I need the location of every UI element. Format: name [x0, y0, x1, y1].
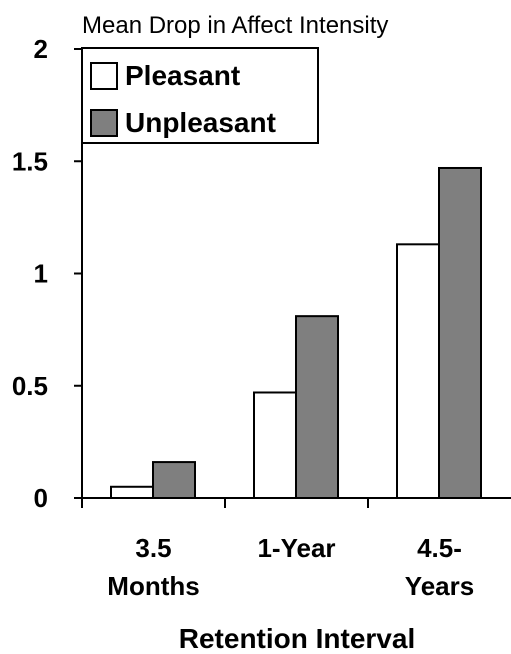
legend-label-unpleasant: Unpleasant: [125, 107, 276, 138]
y-tick-label: 1: [34, 259, 48, 289]
y-tick-label: 0.5: [12, 371, 48, 401]
legend-swatch-unpleasant: [91, 110, 117, 136]
bar-unpleasant-3: [439, 168, 481, 498]
y-tick-label: 2: [34, 34, 48, 64]
y-axis-ticks: 0 0.5 1 1.5 2: [12, 34, 48, 513]
bar-pleasant-3: [397, 244, 439, 498]
legend: Pleasant Unpleasant: [82, 48, 318, 143]
legend-swatch-pleasant: [91, 63, 117, 89]
x-tick-label: 3.5: [135, 533, 171, 563]
chart-title: Mean Drop in Affect Intensity: [82, 12, 388, 39]
y-tick-label: 0: [34, 483, 48, 513]
x-tick-label: Years: [405, 571, 474, 601]
bar-unpleasant-1: [153, 462, 195, 498]
bar-pleasant-2: [254, 392, 296, 498]
legend-label-pleasant: Pleasant: [125, 60, 240, 91]
x-tick-label: Months: [107, 571, 199, 601]
x-axis-label: Retention Interval: [179, 623, 415, 654]
bar-pleasant-1: [111, 487, 153, 498]
x-tick-label: 1-Year: [257, 533, 335, 563]
x-tick-label: 4.5-: [417, 533, 462, 563]
y-tick-label: 1.5: [12, 146, 48, 176]
x-axis-ticks: 3.5 Months 1-Year 4.5- Years: [107, 533, 474, 601]
bar-unpleasant-2: [296, 316, 338, 498]
bars: [111, 168, 481, 498]
